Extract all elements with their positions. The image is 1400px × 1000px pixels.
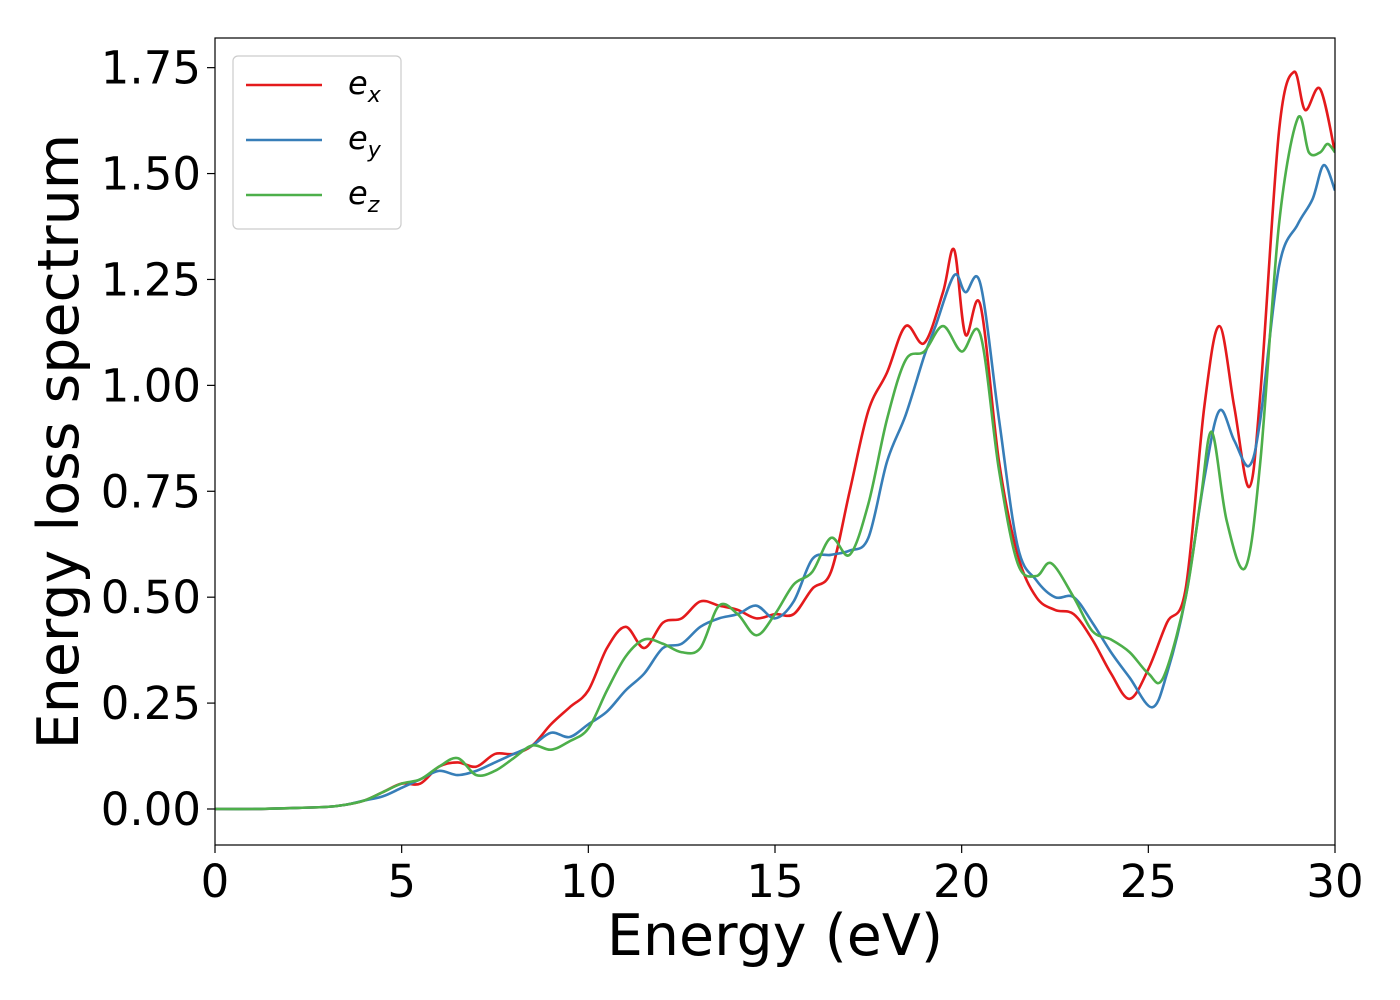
series-line-y	[215, 163, 1335, 811]
y-tick-label: 1.75	[101, 42, 201, 95]
y-tick-label: 1.50	[101, 148, 201, 201]
y-tick-label: 1.00	[101, 359, 201, 412]
y-tick-label: 0.50	[101, 571, 201, 624]
legend-label-x: ex	[348, 64, 382, 108]
series-line-x	[215, 70, 1335, 811]
y-axis-ticks: 0.00 0.25 0.50 0.75 1.00 1.25 1.50 1.75	[101, 42, 215, 836]
x-axis-label: Energy (eV)	[607, 903, 943, 969]
x-tick-label: 15	[746, 855, 803, 908]
x-tick-label: 10	[560, 855, 617, 908]
x-tick-label: 0	[201, 855, 230, 908]
legend-box	[232, 55, 402, 230]
y-tick-label: 0.25	[101, 677, 201, 730]
x-tick-label: 20	[933, 855, 990, 908]
y-tick-label: 0.00	[101, 783, 201, 836]
series-layer	[215, 70, 1335, 811]
series-line-z	[215, 114, 1335, 811]
x-tick-label: 30	[1306, 855, 1363, 908]
x-tick-label: 5	[387, 855, 416, 908]
y-axis-label: Energy loss spectrum	[26, 134, 92, 750]
legend-label-z: ez	[348, 174, 380, 218]
x-tick-label: 25	[1120, 855, 1177, 908]
y-tick-label: 1.25	[101, 253, 201, 306]
x-axis-ticks: 0 5 10 15 20 25 30	[201, 845, 1364, 908]
legend-label-y: ey	[348, 119, 382, 163]
legend: ex ey ez	[232, 55, 402, 230]
y-tick-label: 0.75	[101, 465, 201, 518]
